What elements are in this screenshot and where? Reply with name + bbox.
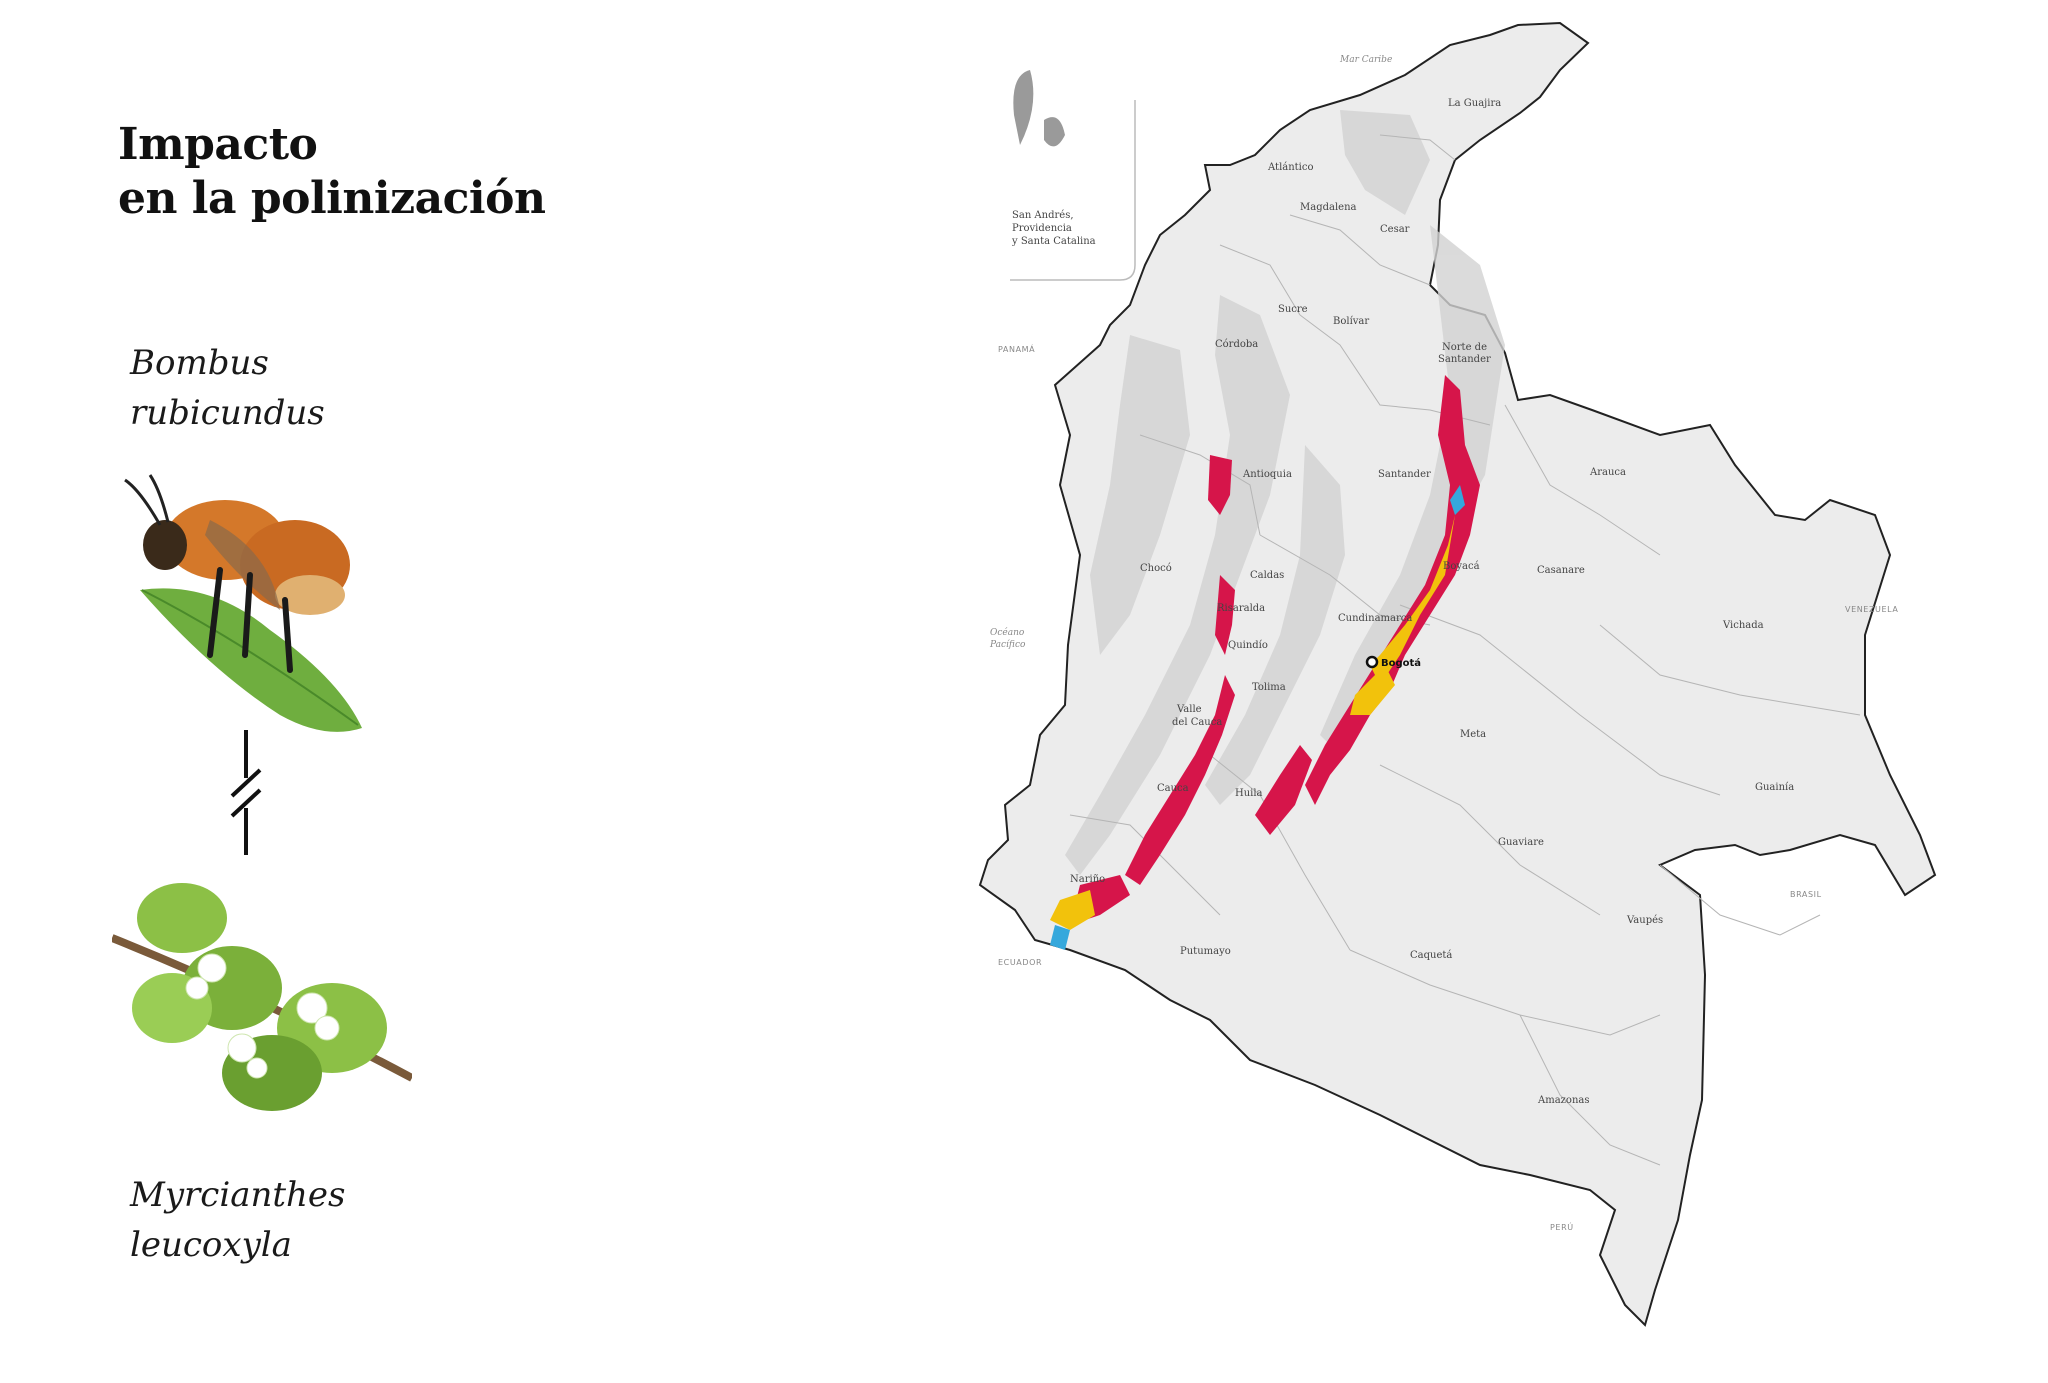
label-caldas: Caldas [1250,570,1284,581]
label-quindio: Quindío [1228,640,1268,651]
label-tolima: Tolima [1252,682,1286,693]
species-2-epithet: leucoxyla [130,1225,292,1265]
bogota-dot [1365,655,1379,669]
label-cauca: Cauca [1157,783,1189,794]
flower-clusters [185,953,340,1079]
san-andres-island [1013,70,1034,145]
inset-label-2: Providencia [1012,223,1072,234]
inset-frame [1010,100,1136,281]
label-bolivar: Bolívar [1333,316,1369,327]
label-santander: Santander [1378,469,1431,480]
title-line-2: en la polinización [118,173,546,224]
department-labels: La Guajira Atlántico Magdalena Cesar Suc… [1070,98,1794,1106]
sea-labels: Mar Caribe Océano Pacífico [989,55,1392,650]
myrcianthes-branch-illustration [112,883,412,1111]
label-cesar: Cesar [1380,224,1410,235]
label-antioquia: Antioquia [1242,469,1292,480]
label-vichada: Vichada [1722,620,1764,631]
relief-shading [1065,110,1505,875]
sea-pacific-2: Pacífico [989,639,1026,650]
country-peru: PERÚ [1550,1221,1574,1232]
label-sucre: Sucre [1278,304,1308,315]
label-bogota: Bogotá [1381,657,1421,669]
label-vaupes: Vaupés [1626,915,1663,926]
title-line-1: Impacto [118,119,318,170]
country-brasil: BRASIL [1790,890,1822,899]
leaf-1 [137,883,227,953]
colombia-impact-map: San Andrés, Providencia y Santa Catalina [978,21,1937,1327]
label-valle-2: del Cauca [1172,717,1222,728]
label-atlantico: Atlántico [1267,162,1314,173]
bee-antennae [124,474,170,526]
broken-link-symbol [230,730,262,855]
label-narino: Nariño [1070,874,1105,885]
bee-abdomen-band [275,575,345,615]
label-risaralda: Risaralda [1217,603,1265,614]
species-1-genus: Bombus [130,343,269,383]
label-guainia: Guainía [1755,782,1794,793]
label-magdalena: Magdalena [1300,202,1357,213]
label-norte-santander-1: Norte de [1442,342,1487,353]
label-norte-santander-2: Santander [1438,354,1491,365]
label-guaviare: Guaviare [1498,837,1544,848]
label-casanare: Casanare [1537,565,1585,576]
label-boyaca: Boyacá [1443,561,1480,572]
inset-label-3: y Santa Catalina [1011,236,1096,247]
species-2-genus: Myrcianthes [130,1175,346,1215]
label-la-guajira: La Guajira [1448,98,1501,109]
page-title: Impacto en la polinización [118,118,546,226]
providencia-island [1044,117,1065,147]
label-cundinamarca: Cundinamarca [1338,613,1412,624]
country-labels: PANAMÁ VENEZUELA BRASIL PERÚ ECUADOR [998,343,1898,1232]
sea-pacific-1: Océano [990,627,1025,638]
capital-marker: Bogotá [1365,655,1421,669]
sea-caribbean: Mar Caribe [1339,55,1392,65]
species-name-myrcianthes: Myrcianthes leucoxyla [130,1170,346,1270]
label-huila: Huila [1235,788,1263,799]
country-ecuador: ECUADOR [998,958,1042,967]
country-panama: PANAMÁ [998,343,1035,354]
inset-san-andres: San Andrés, Providencia y Santa Catalina [1010,70,1136,281]
label-amazonas: Amazonas [1537,1095,1590,1106]
bee-wing [205,520,280,610]
label-caqueta: Caquetá [1410,950,1452,961]
label-meta: Meta [1460,729,1486,740]
label-putumayo: Putumayo [1180,946,1231,957]
country-venezuela: VENEZUELA [1845,605,1898,614]
bee-legs [207,567,293,673]
label-cordoba: Córdoba [1215,339,1258,350]
label-valle-1: Valle [1176,704,1202,715]
species-1-epithet: rubicundus [130,393,325,433]
species-name-bombus: Bombus rubicundus [130,338,325,438]
label-arauca: Arauca [1589,467,1626,478]
inset-label-1: San Andrés, [1012,210,1074,221]
bumblebee-illustration [124,474,362,732]
bee-head [143,520,187,570]
colombia-outline [978,21,1937,1327]
leaf-shape [140,588,362,732]
label-choco: Chocó [1140,563,1172,574]
pollination-impact-areas [1050,375,1480,950]
